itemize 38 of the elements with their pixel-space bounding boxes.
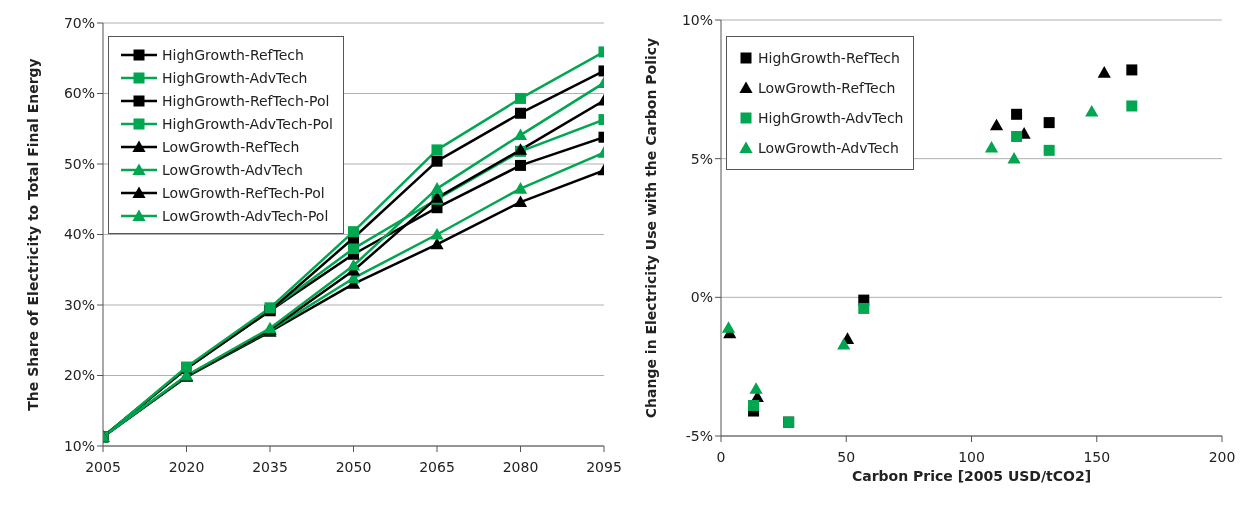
legend-label: HighGrowth-AdvTech-Pol: [162, 115, 333, 132]
legend-label: HighGrowth-RefTech: [162, 46, 304, 63]
y-tick-label: -5%: [685, 427, 713, 444]
y-axis-title: Change in Electricity Use with the Carbon Policy: [642, 37, 659, 419]
y-tick-label: 10%: [681, 11, 713, 28]
x-tick-label: 2020: [168, 458, 205, 475]
x-tick-label: 100: [958, 448, 985, 465]
y-axis-title: The Share of Electricity to Total Final Energy: [24, 58, 41, 411]
legend-label: HighGrowth-AdvTech: [758, 110, 904, 126]
legend-label: HighGrowth-RefTech: [758, 50, 900, 66]
y-tick-label: 40%: [63, 226, 95, 243]
legend-label: LowGrowth-AdvTech: [162, 161, 303, 178]
x-tick-label: 2080: [502, 458, 539, 475]
y-tick-label: 5%: [690, 150, 713, 167]
x-tick-label: 2005: [85, 458, 121, 475]
x-tick-label: 2095: [586, 458, 622, 475]
legend-label: LowGrowth-RefTech-Pol: [162, 184, 325, 201]
x-tick-label: 2065: [419, 458, 455, 475]
legend-label: LowGrowth-AdvTech: [758, 140, 899, 156]
legend-label: LowGrowth-RefTech: [758, 80, 896, 96]
y-tick-label: 0%: [690, 289, 713, 306]
x-tick-label: 50: [837, 448, 856, 465]
y-tick-label: 10%: [63, 437, 95, 454]
y-tick-label: 50%: [63, 155, 95, 172]
y-tick-label: 20%: [63, 367, 95, 384]
y-tick-label: 70%: [63, 14, 95, 31]
x-tick-label: 200: [1208, 448, 1236, 465]
y-tick-label: 60%: [63, 85, 95, 102]
legend-label: LowGrowth-AdvTech-Pol: [162, 207, 329, 224]
y-tick-label: 30%: [63, 296, 95, 313]
x-tick-label: 150: [1083, 448, 1111, 465]
legend-label: LowGrowth-RefTech: [162, 138, 300, 155]
legend-label: HighGrowth-RefTech-Pol: [162, 92, 330, 109]
x-tick-label: 2050: [335, 458, 372, 475]
x-axis-title: Carbon Price [2005 USD/tCO2]: [851, 468, 1092, 484]
x-tick-label: 2035: [252, 458, 288, 475]
x-tick-label: 0: [716, 448, 726, 465]
legend-label: HighGrowth-AdvTech: [162, 69, 308, 86]
